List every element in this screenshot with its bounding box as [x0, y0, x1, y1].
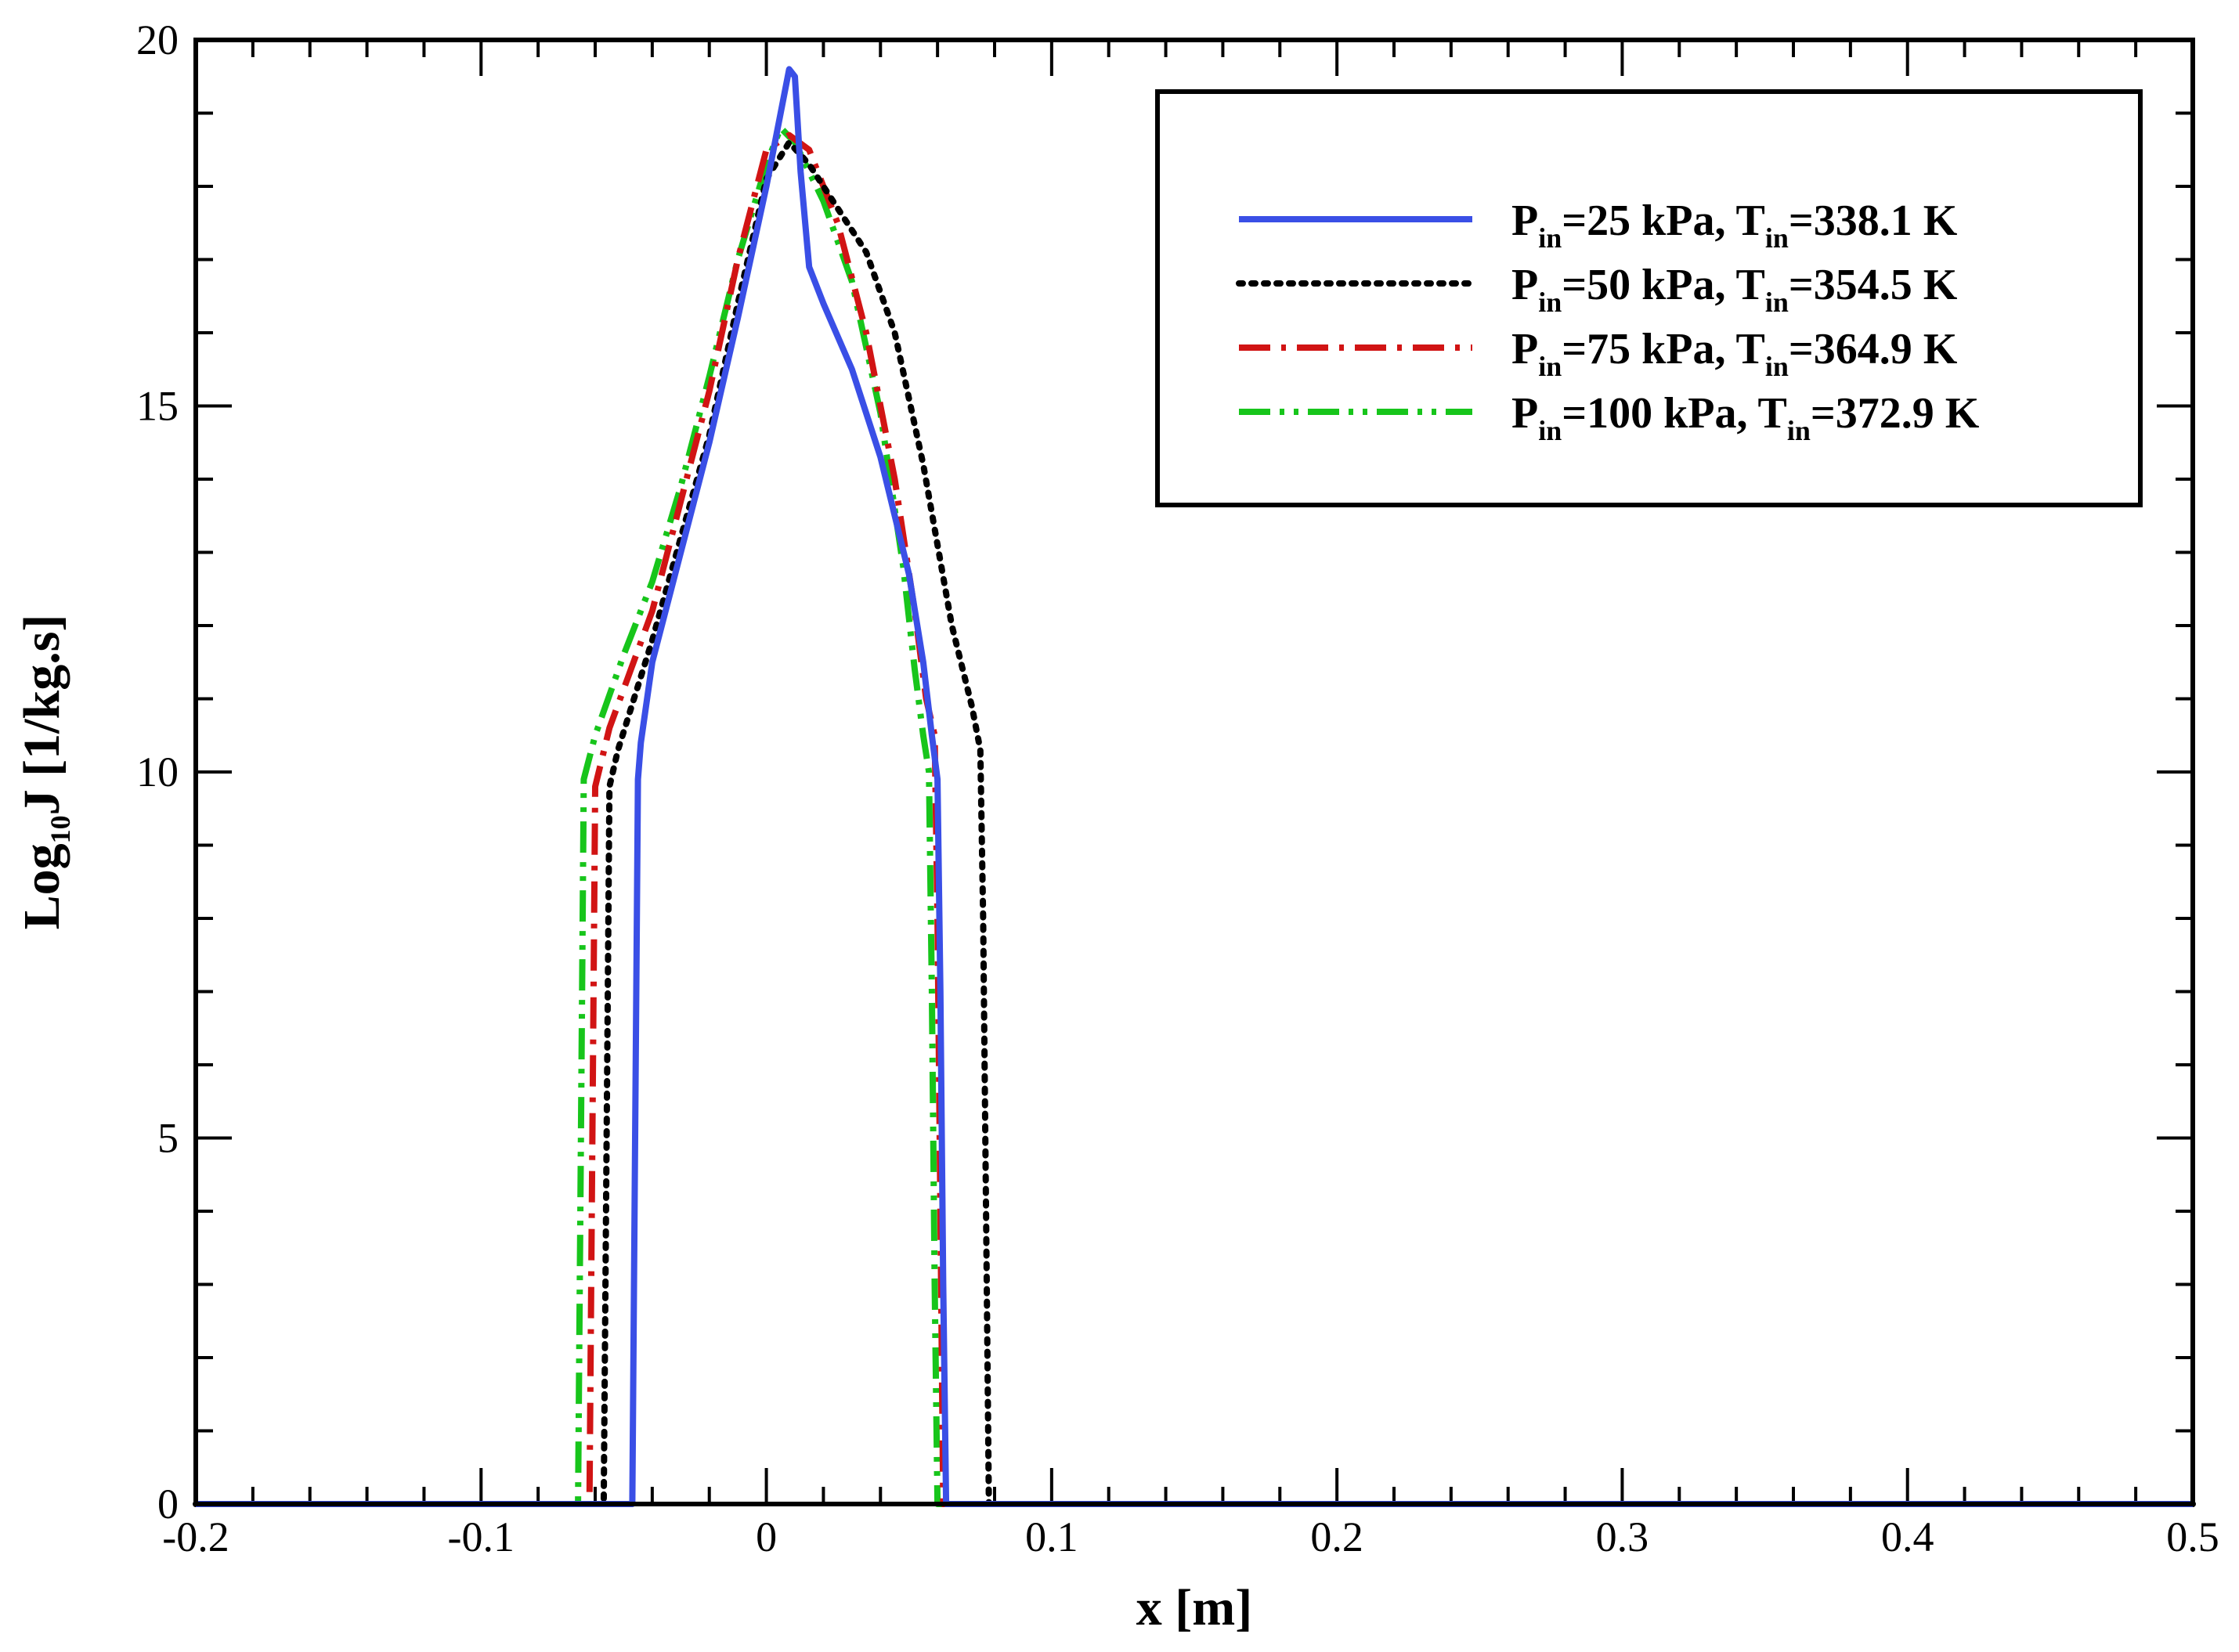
legend-label-part: =50 kPa, T	[1562, 261, 1765, 309]
x-tick-label: 0.2	[1310, 1513, 1363, 1560]
y-axis-title-tail: J [1/kg.s]	[13, 615, 70, 816]
y-axis-title-main: Log	[13, 843, 70, 929]
legend-label: Pin=25 kPa, Tin=338.1 K	[1511, 197, 1958, 254]
x-tick-label: 0	[756, 1513, 777, 1560]
legend-box	[1155, 89, 2143, 507]
legend-label-part: P	[1511, 325, 1538, 373]
x-tick-label: 0.4	[1881, 1513, 1934, 1560]
legend-label-part: in	[1765, 222, 1789, 254]
legend-label-part: P	[1511, 197, 1538, 245]
y-tick-label: 15	[136, 383, 179, 430]
x-tick-label: 0.3	[1596, 1513, 1649, 1560]
y-axis-title-sub: 10	[45, 815, 76, 843]
x-tick-label: -0.2	[162, 1513, 229, 1560]
legend-label-part: =25 kPa, T	[1562, 197, 1765, 245]
legend-label-part: P	[1511, 389, 1538, 438]
legend-label-part: P	[1511, 261, 1538, 309]
series-line	[193, 139, 2196, 1507]
x-tick-label: 0.1	[1025, 1513, 1078, 1560]
x-axis-title: x [m]	[1136, 1579, 1252, 1636]
y-tick-label: 20	[136, 16, 179, 63]
y-tick-label: 10	[136, 748, 179, 795]
legend-label-part: in	[1538, 351, 1562, 382]
legend-label-part: =354.5 K	[1789, 261, 1958, 309]
legend-label-part: in	[1538, 287, 1562, 318]
plot-area-frame	[193, 38, 2195, 1506]
legend-label-part: in	[1765, 287, 1789, 318]
legend-label: Pin=50 kPa, Tin=354.5 K	[1511, 261, 1958, 318]
legend-label-part: in	[1787, 415, 1811, 446]
legend-label-part: in	[1538, 222, 1562, 254]
legend-label-part: =372.9 K	[1811, 389, 1980, 438]
series-line	[196, 66, 2193, 1507]
legend-label-part: =338.1 K	[1789, 197, 1958, 245]
legend-label: Pin=100 kPa, Tin=372.9 K	[1511, 389, 1980, 446]
x-tick-label: -0.1	[448, 1513, 515, 1560]
axis-tick-labels: -0.2 -0.1 0 0.1 0.2 0.3 0.4 0.5 0 5 10 15 20	[136, 16, 2219, 1560]
y-tick-label: 5	[157, 1115, 179, 1162]
legend-label: Pin=75 kPa, Tin=364.9 K	[1511, 325, 1958, 382]
legend-label-part: =100 kPa, T	[1562, 389, 1787, 438]
legend-label-part: =364.9 K	[1789, 325, 1958, 373]
y-axis-title: Log10J [1/kg.s]	[13, 615, 76, 930]
x-tick-label: 0.5	[2166, 1513, 2219, 1560]
series-lines	[193, 66, 2196, 1507]
legend-label-part: in	[1765, 351, 1789, 382]
legend-label-part: =75 kPa, T	[1562, 325, 1765, 373]
legend-label-part: in	[1538, 415, 1562, 446]
y-tick-label: 0	[157, 1481, 179, 1528]
